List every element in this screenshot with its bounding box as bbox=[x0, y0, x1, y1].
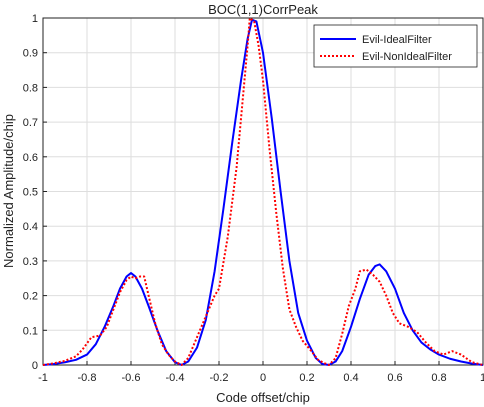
y-tick-label: 0.4 bbox=[23, 221, 38, 233]
x-tick-label: 1 bbox=[480, 372, 484, 384]
x-tick-label: 0.6 bbox=[387, 372, 402, 384]
x-tick-label: 0 bbox=[260, 372, 266, 384]
x-tick-label: 0.8 bbox=[431, 372, 446, 384]
y-tick-label: 0.7 bbox=[23, 117, 38, 129]
legend: Evil-IdealFilter Evil-NonIdealFilter bbox=[313, 24, 478, 68]
y-tick-label: 1 bbox=[32, 13, 38, 25]
y-tick-label: 0.2 bbox=[23, 291, 38, 303]
legend-label-ideal: Evil-IdealFilter bbox=[362, 34, 432, 46]
x-tick-label: -0.4 bbox=[166, 372, 185, 384]
y-tick-label: 0.3 bbox=[23, 256, 38, 268]
y-tick-label: 0 bbox=[32, 360, 38, 372]
grid bbox=[42, 17, 484, 366]
y-tick-label: 0.9 bbox=[23, 48, 38, 60]
y-tick-label: 0.8 bbox=[23, 82, 38, 94]
series-line-evil-nonideal-filter bbox=[42, 17, 484, 366]
y-tick-label: 0.1 bbox=[23, 325, 38, 337]
y-axis-label: Normalized Amplitude/chip bbox=[1, 114, 16, 268]
x-tick-label: 0.2 bbox=[299, 372, 314, 384]
x-axis-label: Code offset/chip bbox=[216, 390, 310, 405]
y-tick-label: 0.6 bbox=[23, 152, 38, 164]
chart-title: BOC(1,1)CorrPeak bbox=[208, 2, 318, 17]
x-tick-label: 0.4 bbox=[343, 372, 358, 384]
y-tick-label: 0.5 bbox=[23, 187, 38, 199]
x-tick-label: -0.8 bbox=[78, 372, 97, 384]
legend-label-nonideal: Evil-NonIdealFilter bbox=[362, 51, 452, 63]
legend-box bbox=[313, 24, 478, 68]
x-tick-label: -0.6 bbox=[122, 372, 141, 384]
series-lines bbox=[42, 17, 484, 366]
x-tick-label: -0.2 bbox=[210, 372, 229, 384]
x-tick-label: -1 bbox=[38, 372, 48, 384]
axis-ticks: -1 -0.8 -0.6 -0.4 -0.2 0 0.2 0.4 0.6 0.8 1 0 0.1 0.2 0… bbox=[23, 13, 484, 384]
series-line-evil-ideal-filter bbox=[42, 18, 484, 366]
